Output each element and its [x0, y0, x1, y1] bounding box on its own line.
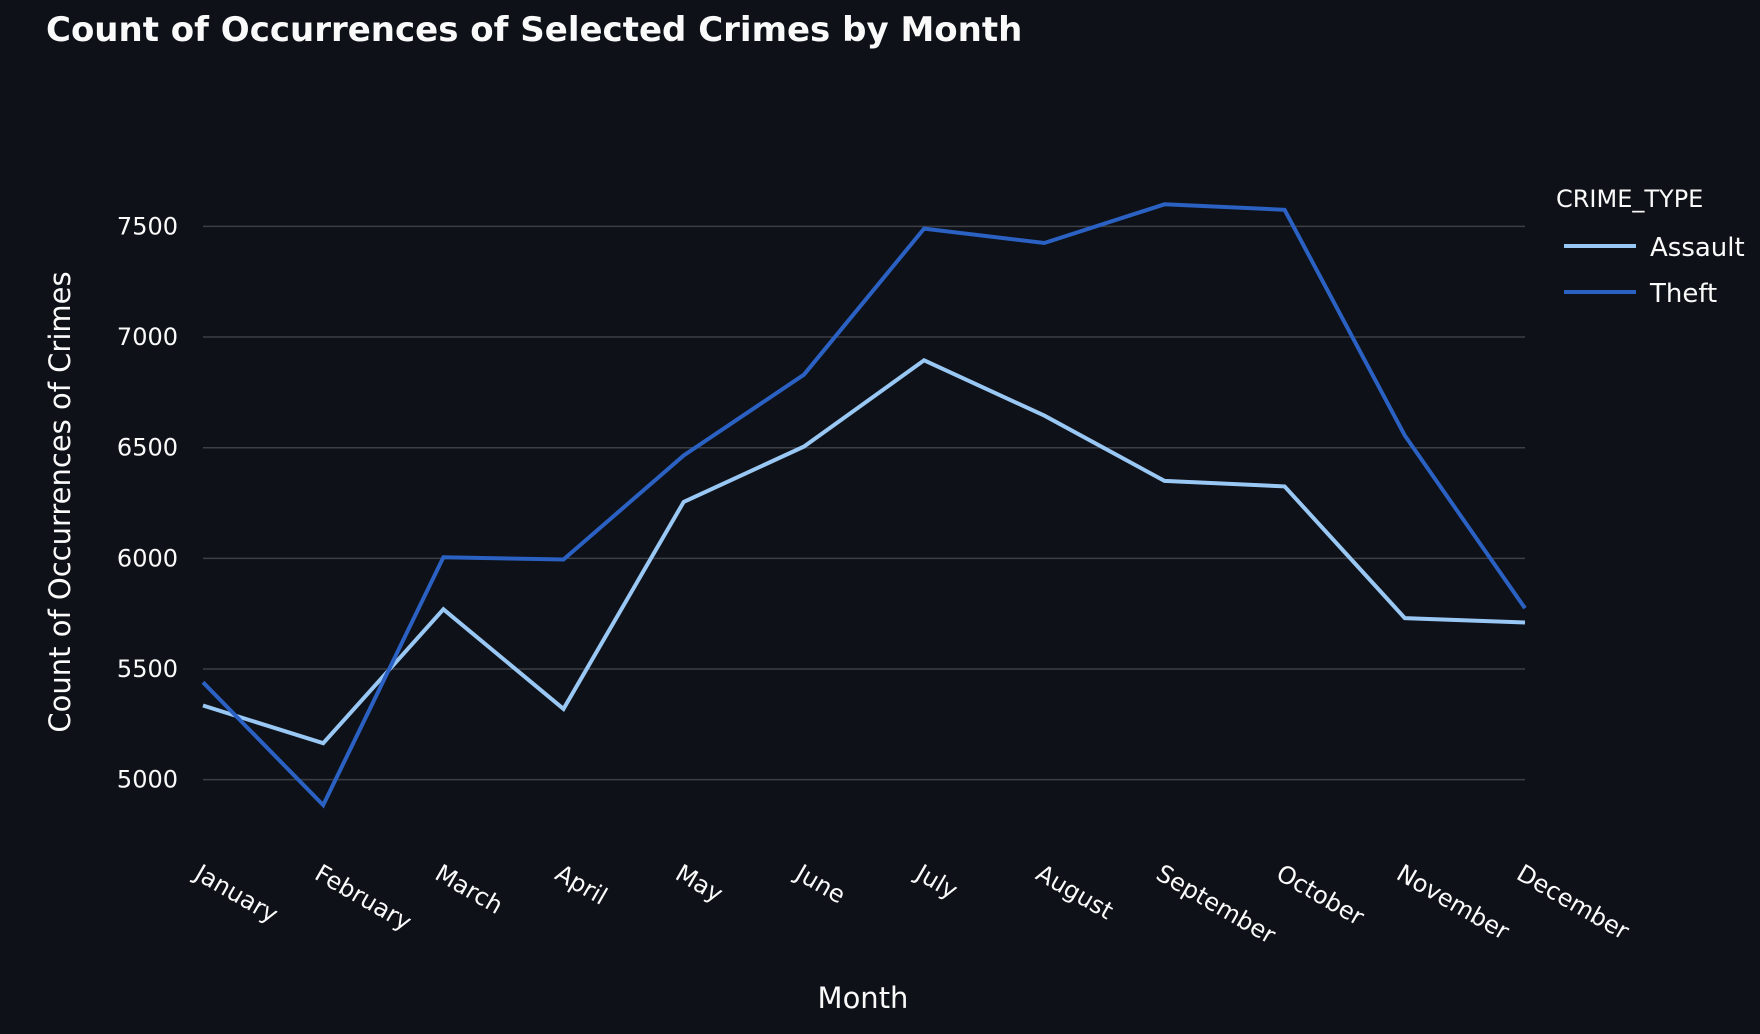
legend-title: CRIME_TYPE	[1556, 185, 1703, 213]
y-tick-label: 7500	[117, 212, 178, 240]
legend-label-assault: Assault	[1650, 233, 1745, 263]
x-tick-label: August	[1031, 859, 1118, 925]
x-tick-label: May	[671, 859, 728, 908]
y-tick-label: 6000	[117, 544, 178, 572]
y-axis-label: Count of Occurrences of Crimes	[43, 271, 77, 732]
x-tick-label: November	[1392, 859, 1514, 946]
series-layer	[201, 202, 1527, 809]
chart-title: Count of Occurrences of Selected Crimes …	[46, 10, 1023, 50]
legend: CRIME_TYPE Assault Theft	[1556, 185, 1745, 309]
legend-items: Assault Theft	[1564, 233, 1745, 309]
grid-layer	[203, 225, 1525, 781]
x-axis-label: Month	[818, 981, 909, 1015]
series-line-assault	[202, 357, 1526, 746]
legend-label-theft: Theft	[1649, 279, 1717, 309]
x-tick-label: February	[310, 859, 416, 936]
x-axis-ticks: January February March April May June July Augu…	[188, 858, 1634, 950]
series-line-theft	[201, 202, 1527, 809]
y-tick-label: 7000	[117, 323, 178, 351]
x-tick-label: January	[188, 858, 283, 929]
x-tick-label: July	[909, 858, 962, 905]
y-tick-label: 5000	[117, 766, 178, 794]
y-axis-ticks: 5000 5500 6000 6500 7000 7500	[117, 212, 178, 793]
x-tick-label: April	[551, 859, 613, 911]
x-tick-label: June	[789, 858, 850, 909]
x-tick-label: October	[1272, 859, 1369, 931]
x-tick-label: March	[430, 859, 507, 920]
y-tick-label: 6500	[117, 434, 178, 462]
x-tick-label: September	[1151, 859, 1280, 950]
y-tick-label: 5500	[117, 655, 178, 683]
x-tick-label: December	[1512, 859, 1634, 946]
